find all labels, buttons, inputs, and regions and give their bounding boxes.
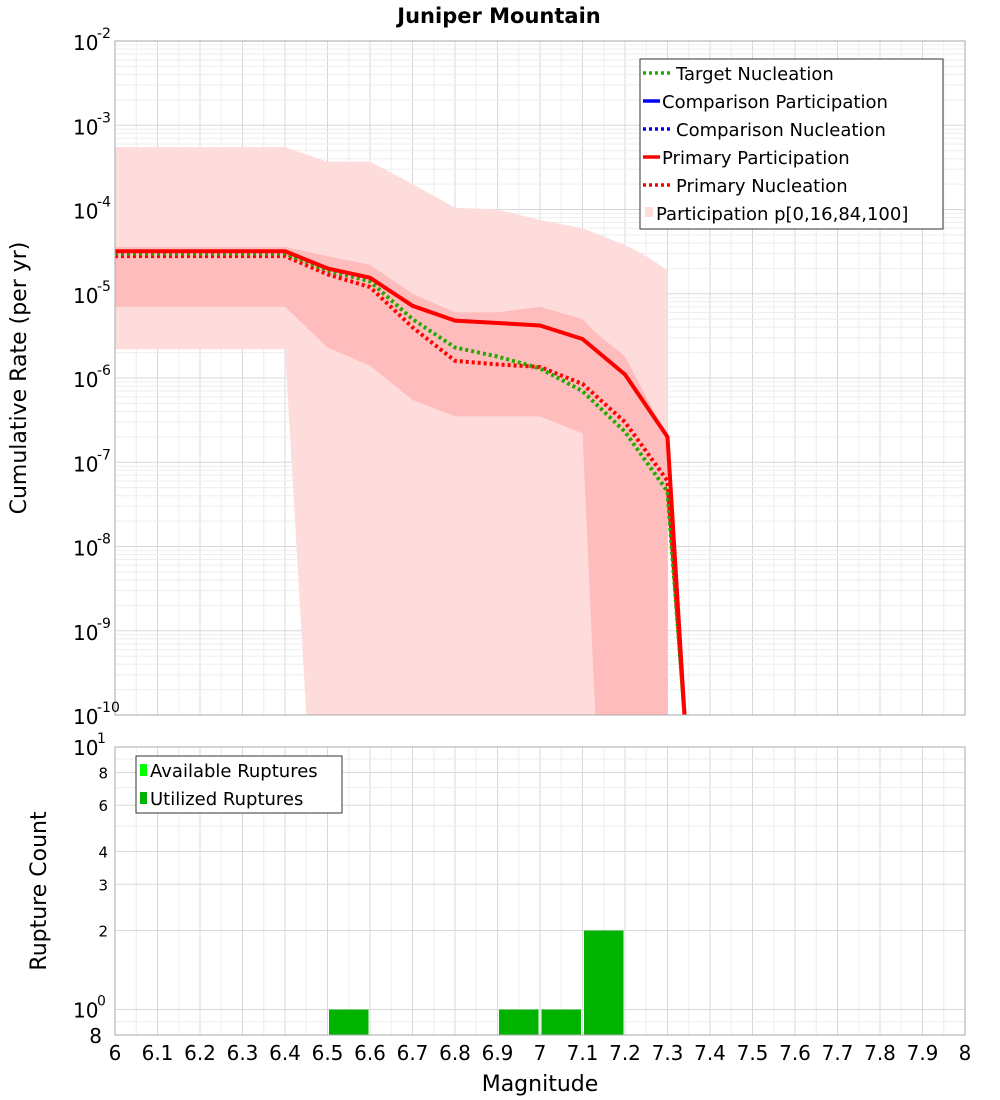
count-plot-frame [114,746,966,1036]
x-tick-label: 6.2 [184,1041,216,1065]
legend-label-target-nucleation: Target Nucleation [675,64,834,85]
rate-y-tick-exponent: -6 [97,363,111,379]
rate-y-tick-label: 10 [73,284,98,308]
count-bars [329,930,624,1035]
rate-y-tick-label: 10 [73,368,98,392]
legend-label-primary-participation: Primary Participation [662,148,850,169]
x-tick-label: 6.8 [439,1041,471,1065]
count-legend-box [135,755,343,814]
x-tick-label: 7.9 [907,1041,939,1065]
rate-y-tick-label: 10 [73,537,98,561]
x-axis-label: Magnitude [482,1072,599,1097]
count-y-tick-label: 8 [98,764,108,782]
count-y-decade-label: 10 [73,999,98,1023]
series-primary-participation [115,249,687,716]
x-tick-label: 7.2 [609,1041,641,1065]
legend-label-comparison-participation: Comparison Participation [662,92,888,113]
rate-y-tick-exponent: -7 [97,447,111,463]
count-y-decade-exponent: 0 [97,994,106,1010]
rate-y-tick-exponent: -10 [97,700,120,716]
count-y-axis-label: Rupture Count [27,811,52,971]
rate-y-tick-exponent: -5 [97,279,111,295]
rate-y-tick-label: 10 [73,621,98,645]
x-tick-label: 6.3 [227,1041,259,1065]
count-y-tick-label: 3 [98,876,108,894]
legend-label-primary-nucleation: Primary Nucleation [676,176,848,197]
legend-label-utilized-ruptures: Utilized Ruptures [150,789,303,810]
rate-plot-frame [114,40,966,716]
count-bar [499,1009,539,1035]
legend-label-available-ruptures: Available Ruptures [150,761,318,782]
count-y-tick-label: 2 [98,923,108,941]
legend-swatch-utilized-ruptures [140,792,147,804]
count-y-tick-label: 4 [98,843,108,861]
rate-y-tick-label: 10 [73,115,98,139]
count-bar [329,1009,369,1035]
legend-swatch-available-ruptures [140,764,147,776]
chart-title: Juniper Mountain [395,4,600,28]
count-legend: Available Ruptures Utilized Ruptures [135,755,343,814]
x-tick-label: 7.1 [567,1041,599,1065]
x-tick-label: 6 [109,1041,122,1065]
rate-y-tick-label: 10 [73,200,98,224]
x-tick-label: 7.5 [737,1041,769,1065]
x-tick-label: 8 [959,1041,972,1065]
count-y-tick-label: 6 [98,797,108,815]
x-tick-label: 7.3 [652,1041,684,1065]
x-tick-label: 7.6 [779,1041,811,1065]
x-tick-label: 6.6 [354,1041,386,1065]
count-x-ticks: 6 6.1 6.2 6.3 6.4 6.5 6.6 6.7 6.8 6.9 7 7.1 7.2 7.3 7.… [109,1041,972,1065]
rate-y-tick-label: 10 [73,705,98,729]
rate-y-tick-exponent: -3 [97,110,111,126]
count-bar [584,930,624,1035]
rate-lines [115,249,687,716]
rate-y-axis-label: Cumulative Rate (per yr) [7,242,32,515]
x-tick-label: 7 [534,1041,547,1065]
x-tick-label: 7.8 [864,1041,896,1065]
legend-label-comparison-nucleation: Comparison Nucleation [676,120,886,141]
count-y-tick-label: 8 [89,1024,102,1048]
count-bar [541,1009,581,1035]
legend-label-participation-band: Participation p[0,16,84,100] [656,204,908,225]
x-tick-label: 7.7 [822,1041,854,1065]
x-tick-label: 6.1 [142,1041,174,1065]
rate-y-tick-exponent: -2 [97,26,111,42]
rate-y-tick-exponent: -8 [97,532,111,548]
x-tick-label: 7.4 [694,1041,726,1065]
count-y-decade-label: 10 [73,736,98,760]
participation-bands [115,147,668,716]
rate-y-tick-exponent: -9 [97,616,111,632]
count-y-decade-exponent: 1 [97,731,106,747]
x-tick-label: 6.9 [482,1041,514,1065]
rate-y-tick-label: 10 [73,31,98,55]
rate-y-tick-exponent: -4 [97,195,111,211]
x-tick-label: 6.4 [269,1041,301,1065]
rate-legend: Target Nucleation Comparison Participati… [639,58,944,230]
band-p16-p84 [115,246,668,715]
legend-swatch-participation-band [645,207,653,217]
x-tick-label: 6.5 [312,1041,344,1065]
x-tick-label: 6.7 [397,1041,429,1065]
rate-y-tick-label: 10 [73,452,98,476]
rate-legend-box [639,58,944,230]
